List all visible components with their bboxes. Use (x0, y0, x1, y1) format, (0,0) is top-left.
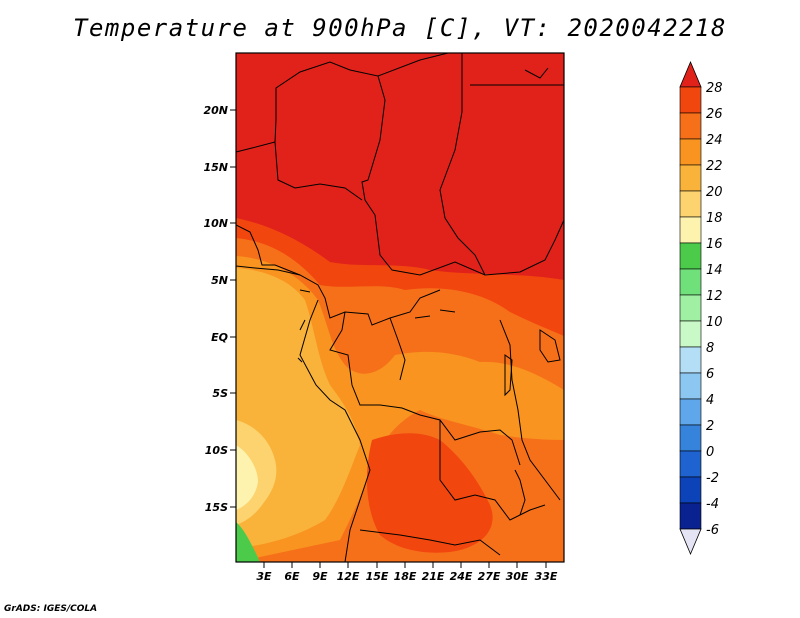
colorbar-segment (679, 372, 702, 400)
lon-label-6e: 6E (284, 570, 300, 583)
map-title: Temperature at 900hPa [C], VT: 202004221… (73, 14, 727, 42)
lat-label-eq: EQ (211, 331, 228, 344)
colorbar-segment (679, 86, 702, 114)
colorbar-label: 26 (706, 107, 723, 122)
colorbar-label: 24 (706, 133, 723, 148)
longitude-axis: 3E 6E 9E 12E 15E 18E 21E 24E 27E 30E 33E (256, 562, 558, 583)
map-frame (235, 52, 565, 563)
lon-label-3e: 3E (256, 570, 272, 583)
colorbar-label: 20 (706, 185, 723, 200)
lon-label-12e: 12E (337, 570, 360, 583)
colorbar-label: 18 (706, 211, 723, 226)
colorbar-bottom-arrow (679, 528, 702, 556)
colorbar-segment (679, 216, 702, 244)
colorbar-label: -6 (706, 523, 719, 538)
colorbar-segment (679, 502, 702, 530)
colorbar-segment (679, 450, 702, 478)
field-16-band (236, 445, 258, 510)
lat-label-5s: 5S (212, 387, 228, 400)
colorbar-label: 12 (706, 289, 723, 304)
lat-label-10n: 10N (203, 217, 228, 230)
colorbar-segment (679, 112, 702, 140)
lat-label-15s: 15S (205, 501, 228, 514)
colorbar-label: 14 (706, 263, 723, 278)
lon-label-24e: 24E (450, 570, 473, 583)
lon-label-33e: 33E (535, 570, 558, 583)
lat-label-10s: 10S (205, 444, 228, 457)
latitude-axis: 20N 15N 10N 5N EQ 5S 10S 15S (203, 104, 236, 514)
field-14-band (236, 522, 260, 562)
grads-credit: GrADS: IGES/COLA (4, 604, 98, 614)
lat-label-15n: 15N (203, 161, 228, 174)
colorbar-label: 16 (706, 237, 723, 252)
colorbar-segment (679, 190, 702, 218)
colorbar-segment (679, 424, 702, 452)
colorbar-segment (679, 242, 702, 270)
lat-label-20n: 20N (203, 104, 228, 117)
colorbar-segment (679, 294, 702, 322)
colorbar-label: 2 (706, 419, 714, 434)
colorbar-segment (679, 398, 702, 426)
colorbar-segment (679, 138, 702, 166)
lon-label-21e: 21E (422, 570, 445, 583)
colorbar-label: 10 (706, 315, 723, 330)
colorbar-segment (679, 346, 702, 374)
lon-label-27e: 27E (478, 570, 501, 583)
lon-label-18e: 18E (394, 570, 417, 583)
colorbar-label: 4 (706, 393, 714, 408)
lon-label-30e: 30E (506, 570, 529, 583)
country-borders (236, 53, 564, 562)
colorbar-label: -2 (706, 471, 719, 486)
temperature-field (236, 53, 564, 562)
colorbar-segment (679, 320, 702, 348)
lon-label-9e: 9E (312, 570, 328, 583)
colorbar: 28 26 24 22 20 18 16 14 12 10 8 6 4 2 0 … (679, 60, 723, 556)
lat-label-5n: 5N (211, 274, 228, 287)
colorbar-label: 8 (706, 341, 714, 356)
colorbar-label: -4 (706, 497, 719, 512)
field-hot-south (366, 433, 493, 553)
colorbar-segment (679, 164, 702, 192)
colorbar-segment (679, 476, 702, 504)
colorbar-label: 28 (706, 81, 723, 96)
colorbar-label: 6 (706, 367, 714, 382)
lon-label-15e: 15E (366, 570, 389, 583)
colorbar-top-arrow (679, 60, 702, 88)
colorbar-label: 22 (706, 159, 723, 174)
colorbar-segment (679, 268, 702, 296)
colorbar-label: 0 (706, 445, 714, 460)
